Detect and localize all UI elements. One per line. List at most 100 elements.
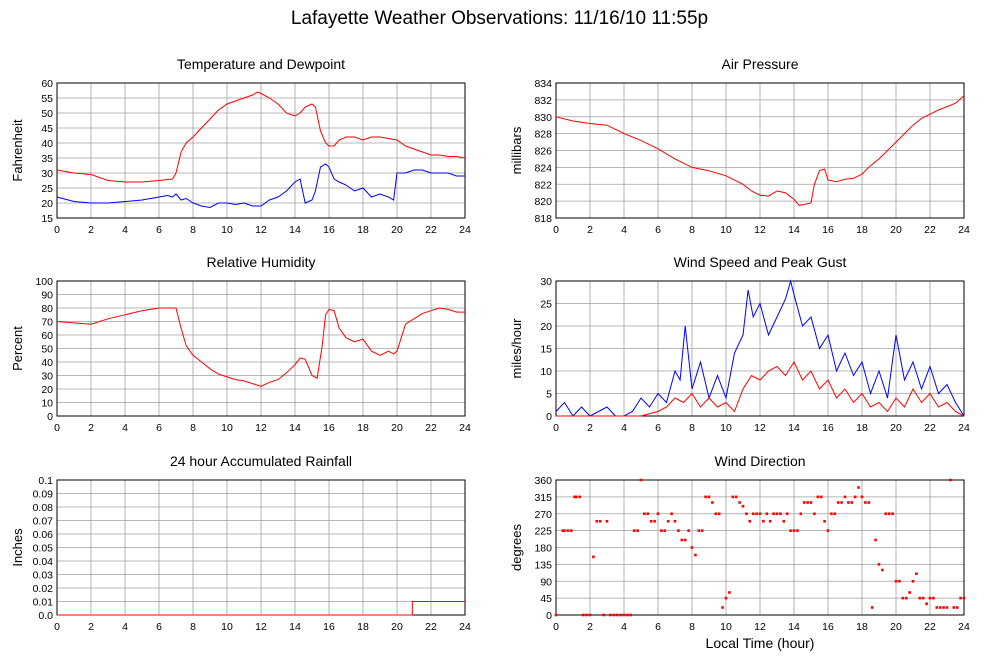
wind-direction-point [656,512,660,516]
x-tick-label: 6 [156,621,162,633]
y-axis-label: miles/hour [509,318,524,379]
y-tick-label: 90 [540,576,552,588]
wind-direction-point [945,606,949,609]
x-tick-label: 14 [289,422,301,434]
y-tick-label: 830 [534,112,552,124]
wind-direction-point [867,501,871,504]
wind-direction-point [649,519,653,523]
x-tick-label: 16 [822,422,834,434]
x-tick-label: 16 [822,224,834,236]
wind-direction-point [711,501,714,504]
y-axis-label: millibars [509,126,524,174]
x-tick-label: 12 [754,621,766,633]
y-tick-label: 10 [540,366,552,378]
wind-direction-point [847,501,850,504]
wind-direction-point [762,519,765,523]
wind-direction-point [802,501,806,504]
wind-direction-point [570,529,573,532]
wind-direction-point [755,512,758,516]
x-tick-label: 18 [357,422,369,434]
wind-direction-point [592,555,595,559]
x-tick-label: 4 [621,422,627,434]
wind-direction-point [690,546,694,549]
x-tick-label: 24 [459,621,471,633]
y-tick-label: 5 [546,389,552,401]
x-tick-label: 12 [255,422,267,434]
wind-direction-point [632,529,636,532]
wind-direction-point [843,495,847,499]
wind-direction-point [891,512,894,516]
wind-direction-point [955,606,959,609]
y-tick-label: 315 [534,492,552,504]
y-tick-label: 0.01 [33,597,54,609]
y-tick-label: 180 [534,543,552,555]
wind-direction-point [717,512,721,516]
x-tick-label: 14 [788,224,800,236]
x-tick-label: 18 [856,224,868,236]
chart-title: Air Pressure [721,56,798,72]
wind-direction-point [687,529,690,532]
wind-direction-point [643,512,646,516]
wind-direction-point [918,596,922,600]
wind-direction-point [588,613,592,617]
y-tick-label: 40 [41,357,53,369]
wind-direction-point [870,606,874,609]
wind-direction-point [887,512,891,516]
wind-direction-point [704,495,707,499]
y-tick-label: 60 [41,330,53,342]
x-tick-label: 20 [890,224,902,236]
x-tick-label: 22 [924,224,936,236]
x-tick-label: 24 [459,224,471,236]
wind-direction-point [666,519,670,523]
x-tick-label: 10 [720,224,732,236]
x-tick-label: 0 [54,621,60,633]
y-tick-label: 826 [534,146,552,158]
wind-direction-point [826,529,830,532]
wind-direction-point [598,519,602,523]
y-tick-label: 20 [41,384,53,396]
x-tick-label: 24 [958,422,970,434]
wind-direction-point [563,529,566,532]
x-tick-label: 18 [856,422,868,434]
wind-direction-point [561,529,565,532]
wind-direction-point [609,613,612,617]
wind-direction-point [626,613,629,617]
y-tick-label: 70 [41,317,53,329]
series-line-blue [555,279,965,417]
y-tick-label: 0.07 [33,516,54,528]
x-tick-label: 18 [856,621,868,633]
x-tick-label: 8 [190,224,196,236]
x-tick-label: 6 [655,224,661,236]
x-tick-label: 14 [289,621,301,633]
wind-direction-point [894,579,898,583]
x-tick-label: 24 [958,621,970,633]
x-tick-label: 2 [587,422,593,434]
x-tick-label: 16 [323,621,335,633]
y-tick-label: 360 [534,475,552,487]
wind-direction-point [646,512,650,516]
wind-direction-point [833,512,837,516]
x-tick-label: 4 [122,621,128,633]
plot-frame [555,82,965,219]
wind-direction-point [904,596,908,600]
wind-direction-point [619,613,622,617]
x-tick-label: 2 [587,224,593,236]
wind-direction-point [789,529,792,532]
wind-direction-point [949,478,952,482]
x-tick-label: 12 [754,422,766,434]
wind-direction-point [911,579,915,583]
x-tick-label: 0 [54,422,60,434]
x-tick-label: 24 [459,422,471,434]
x-tick-label: 4 [122,224,128,236]
wind-direction-point [728,591,731,594]
wind-direction-point [877,563,881,566]
y-tick-label: 80 [41,303,53,315]
y-tick-label: 828 [534,129,552,141]
y-tick-label: 55 [41,93,53,105]
y-tick-label: 30 [540,276,552,288]
wind-direction-point [813,512,816,516]
wind-direction-point [830,512,833,516]
x-tick-label: 20 [890,621,902,633]
y-tick-label: 818 [534,213,552,225]
wind-direction-point [734,495,738,499]
